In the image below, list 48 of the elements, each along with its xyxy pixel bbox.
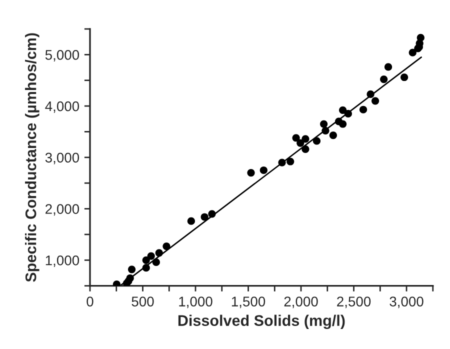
point bbox=[400, 73, 408, 82]
point bbox=[155, 249, 163, 257]
x-tick-label: 1,500 bbox=[232, 296, 266, 308]
point bbox=[302, 145, 310, 153]
point bbox=[338, 106, 347, 114]
x-axis-title: Dissolved Solids (mg/l) bbox=[178, 314, 345, 330]
point bbox=[359, 106, 368, 114]
point bbox=[187, 217, 195, 225]
point bbox=[278, 158, 286, 166]
point bbox=[384, 63, 392, 71]
point bbox=[147, 252, 155, 260]
point bbox=[380, 76, 388, 84]
y-tick-label: 3,000 bbox=[45, 152, 80, 164]
point bbox=[162, 242, 170, 250]
x-tick-label: 2,500 bbox=[337, 296, 371, 308]
y-tick-label: 4,000 bbox=[45, 101, 80, 113]
y-tick-label: 1,000 bbox=[46, 255, 80, 267]
point bbox=[292, 134, 300, 142]
x-tick-label: 0 bbox=[86, 296, 94, 306]
point bbox=[408, 48, 416, 56]
point bbox=[312, 137, 321, 145]
y-tick-label: 2,000 bbox=[46, 204, 80, 216]
x-tick-label: 1,000 bbox=[179, 296, 212, 308]
y-tick-label: 5,000 bbox=[45, 50, 80, 62]
point bbox=[371, 97, 380, 105]
point bbox=[126, 274, 134, 282]
point bbox=[142, 256, 150, 264]
point bbox=[260, 166, 268, 174]
point bbox=[329, 132, 337, 140]
point bbox=[296, 139, 304, 147]
point bbox=[200, 213, 208, 221]
point bbox=[142, 264, 150, 272]
point bbox=[302, 135, 310, 143]
point bbox=[366, 90, 374, 98]
point bbox=[152, 258, 160, 266]
point bbox=[208, 210, 216, 218]
point bbox=[247, 169, 255, 177]
point bbox=[338, 120, 347, 128]
point bbox=[320, 120, 328, 128]
x-tick-label: 3,000 bbox=[390, 296, 424, 308]
point bbox=[286, 158, 294, 166]
point bbox=[344, 110, 352, 118]
y-axis-title: Specific Conductance (µmhos/cm) bbox=[25, 33, 40, 282]
point bbox=[416, 34, 424, 42]
point bbox=[128, 266, 136, 274]
point bbox=[322, 126, 330, 134]
x-tick-label: 500 bbox=[132, 296, 154, 306]
x-tick-label: 2,000 bbox=[284, 296, 318, 308]
